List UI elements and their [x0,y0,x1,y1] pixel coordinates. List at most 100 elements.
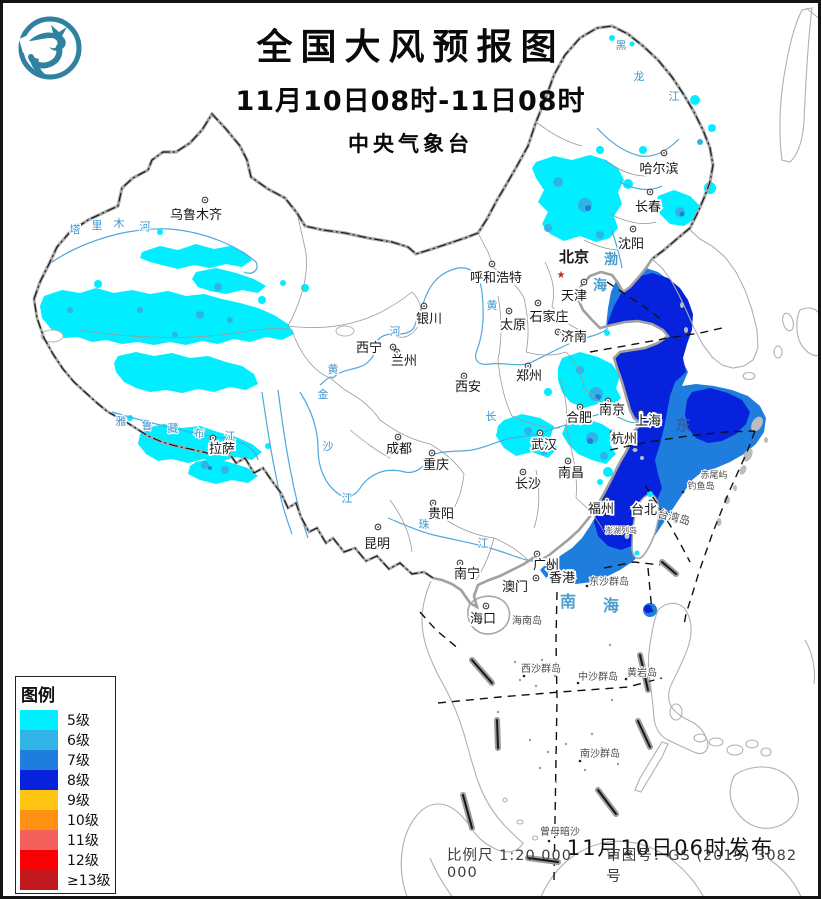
river-label: 珠 [419,517,430,531]
city-label: 成都 [386,442,412,457]
city-label: 长沙 [515,477,541,492]
city-marker-dot [527,365,529,367]
city-marker-dot [377,526,379,528]
legend-item: 10级 [20,810,115,830]
city-label: 兰州 [391,354,417,369]
legend-swatch [20,810,58,830]
islet-marker [624,677,628,681]
city-marker-dot [606,499,608,501]
city-marker-dot [396,351,398,353]
city-label: 郑州 [516,369,542,384]
city-marker-dot [432,502,434,504]
city-marker-dot [204,199,206,201]
island-label: 东沙群岛 [589,575,629,588]
city-marker-dot [607,400,609,402]
city-label: 太原 [500,318,526,333]
city-label: 乌鲁木齐 [170,207,222,223]
islet-marker [522,674,526,678]
river-label: 沙 [323,440,334,453]
legend-item: 6级 [20,730,115,750]
river-label: 鲁 [142,418,153,432]
river-label: 藏 [168,422,179,435]
city-label: 贵阳 [428,507,454,522]
city-marker-dot [463,375,465,377]
island-label: 海南岛 [512,614,542,627]
city-label: 拉萨 [209,442,235,457]
legend-item: 7级 [20,750,115,770]
sea-label: 东 [675,416,690,434]
legend-item: 9级 [20,790,115,810]
island-label: 钓鱼岛 [687,480,714,492]
map-meta: 比例尺 1:20 000 000 审图号：GS (2019) 3082号 [447,844,810,886]
city-marker-dot [663,152,665,154]
sea-labels: 渤海东南海 [560,251,691,615]
river-label: 江 [669,90,680,103]
city-marker-dot [649,191,651,193]
city-marker-dot [537,302,539,304]
legend-rows: 5级 6级 7级 8级 9级 10级 11级 12级 ≥13级 [20,710,115,890]
islet-marker [547,839,551,843]
city-marker-dot [650,502,652,504]
city-marker-dot [536,553,538,555]
foreign-coastlines [400,7,818,896]
city-label: 哈尔滨 [639,161,678,177]
legend-label: 6级 [67,733,90,749]
ryukyu-islands [632,302,768,526]
city-label: 长春 [635,200,661,215]
river-label: 黄 [328,362,339,376]
city-label: 沈阳 [618,237,644,252]
city-marker-dot [485,605,487,607]
river-labels: 塔里木河雅鲁藏布江黄河黄长金沙江珠江黑龙江 [69,38,681,551]
legend-item: 8级 [20,770,115,790]
islet-dots [496,643,620,784]
city-label: 南京 [599,402,625,418]
legend-item: 12级 [20,850,115,870]
city-label: 西安 [455,380,481,395]
islet-marker [576,681,580,685]
city-label: 广州 [533,558,559,573]
city-marker-dot [508,310,510,312]
island-label: 西沙群岛 [521,662,561,675]
city-label: 西宁 [356,340,382,356]
city-label: 澳门 [502,579,528,595]
sea-label: 海 [593,277,607,294]
legend-label: 8级 [67,773,90,789]
city-label: 合肥 [566,411,592,426]
legend-item: 11级 [20,830,115,850]
legend-label: ≥13级 [67,873,111,889]
major-islands [467,491,660,635]
city-marker-dot [583,281,585,283]
city-label: 呼和浩特 [470,271,522,286]
island-label: 赤尾屿 [700,470,727,481]
city-marker-dot [459,562,461,564]
china-coastline [432,258,670,610]
islet-marker [681,490,685,494]
legend-swatch [20,710,58,730]
map-scale: 比例尺 1:20 000 000 [447,848,572,881]
sea-label: 南 [560,592,576,611]
legend-swatch [20,830,58,850]
city-marker-dot [612,432,614,434]
city-marker-dot [491,263,493,265]
islet-marker [585,584,589,588]
legend-label: 12级 [67,853,99,869]
cma-dragon-icon [18,16,82,80]
city-label: 香港 [549,571,575,586]
river-label: 黄 [487,298,498,312]
river-label: 江 [478,537,489,550]
island-label: 中沙群岛 [578,670,618,683]
city-label: 银川 [416,312,442,327]
capital-star-icon: ★ [557,270,566,281]
rivers [51,127,680,562]
city-marker-dot [535,577,537,579]
city-marker-dot [640,412,642,414]
legend-label: 10级 [67,813,99,829]
river-label: 黑 [616,39,627,52]
river-label: 河 [390,325,401,338]
city-marker-dot [522,471,524,473]
maritime-dashed-lines [419,281,756,881]
city-label: 台北 [631,503,657,518]
